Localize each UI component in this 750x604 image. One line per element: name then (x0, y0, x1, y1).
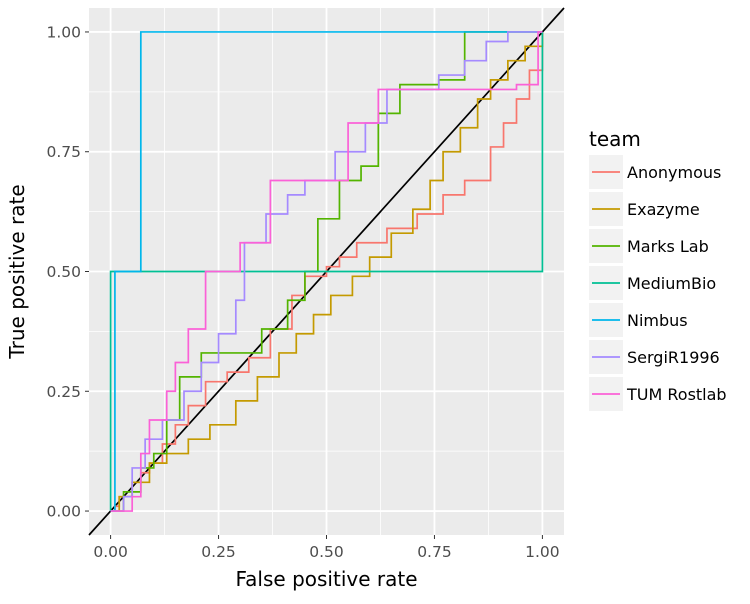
y-tick-label: 0.50 (46, 263, 81, 281)
x-tick-label: 1.00 (525, 543, 560, 561)
x-axis-label: False positive rate (236, 567, 418, 591)
legend-label-exazyme: Exazyme (627, 200, 700, 219)
legend-label-tum-rostlab: TUM Rostlab (626, 385, 727, 404)
legend: team Anonymous Exazyme Marks Lab MediumBio N… (589, 127, 727, 411)
legend-label-anonymous: Anonymous (627, 163, 721, 182)
y-tick-label: 0.25 (46, 383, 81, 401)
x-tick-label: 0.75 (417, 543, 452, 561)
y-tick-label: 0.00 (46, 503, 81, 521)
legend-label-nimbus: Nimbus (627, 311, 688, 330)
x-tick-label: 0.00 (93, 543, 128, 561)
y-axis-label: True positive rate (5, 184, 29, 359)
series-line-tum-rostlab (110, 31, 543, 512)
series-line-sergir1996 (110, 31, 543, 512)
y-tick-labels: 0.00 0.25 0.50 0.75 1.00 (46, 23, 89, 521)
legend-label-marks-lab: Marks Lab (627, 237, 709, 256)
series-line-marks-lab (110, 31, 543, 512)
x-tick-labels: 0.00 0.25 0.50 0.75 1.00 (93, 535, 560, 561)
y-tick-label: 0.75 (46, 143, 81, 161)
legend-label-sergir1996: SergiR1996 (627, 348, 720, 367)
legend-label-mediumbio: MediumBio (627, 274, 716, 293)
x-tick-label: 0.25 (201, 543, 236, 561)
series-line-mediumbio (109, 31, 544, 512)
x-tick-label: 0.50 (309, 543, 344, 561)
legend-title: team (589, 127, 641, 151)
series-line-anonymous (110, 31, 544, 512)
y-tick-label: 1.00 (46, 23, 81, 41)
series-lines (109, 31, 544, 512)
